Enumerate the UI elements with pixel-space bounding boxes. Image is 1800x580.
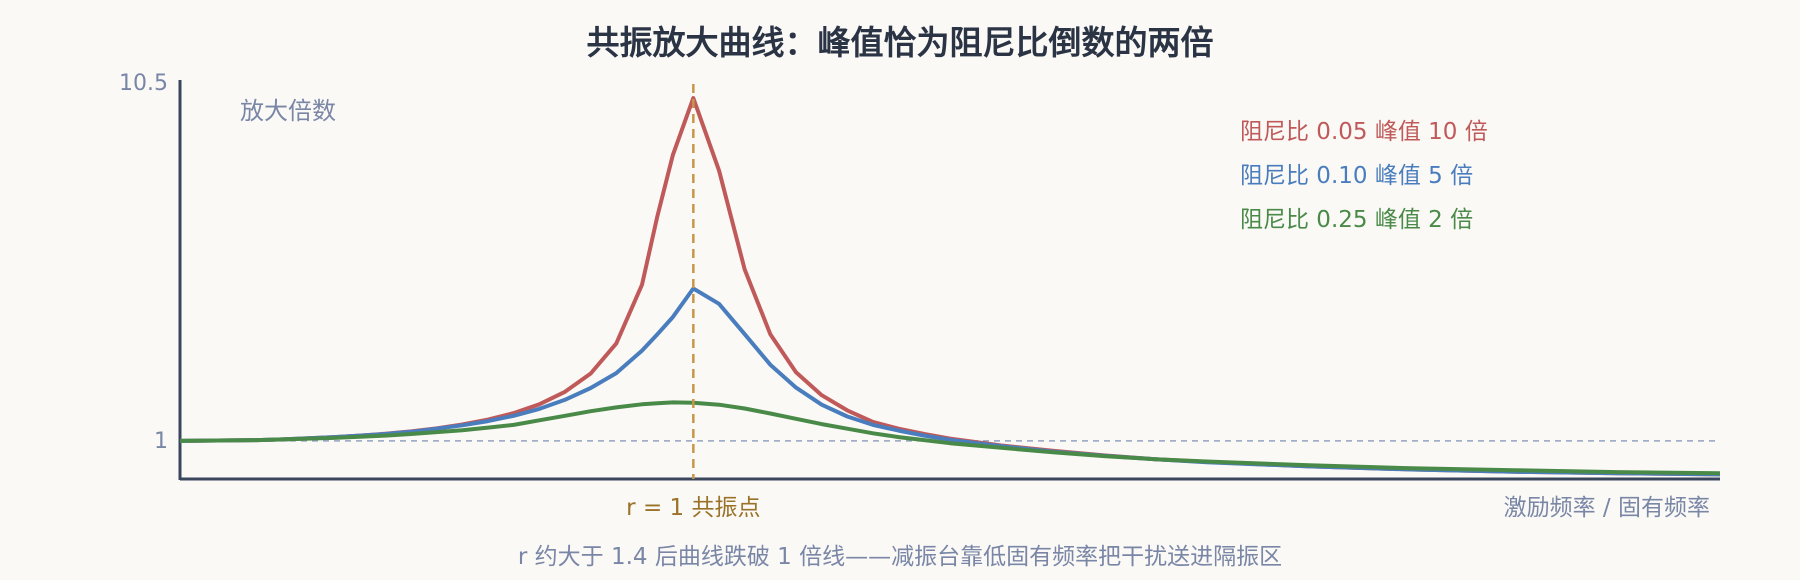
y-tick-ref: 1 (154, 429, 168, 454)
legend-item-2: 阻尼比 0.10 峰值 5 倍 (1240, 163, 1473, 189)
footnote: r 约大于 1.4 后曲线跌破 1 倍线——减振台靠低固有频率把干扰送进隔振区 (518, 544, 1282, 570)
series-line-1 (179, 96, 1721, 477)
y-tick-top: 10.5 (119, 71, 168, 96)
chart-title: 共振放大曲线：峰值恰为阻尼比倒数的两倍 (587, 23, 1214, 62)
resonance-label: r = 1 共振点 (626, 495, 760, 521)
x-axis-label: 激励频率 / 固有频率 (1504, 495, 1710, 521)
legend-item-1: 阻尼比 0.05 峰值 10 倍 (1240, 119, 1488, 145)
series-group (179, 96, 1721, 477)
legend-item-3: 阻尼比 0.25 峰值 2 倍 (1240, 207, 1473, 233)
series-line-2 (179, 286, 1721, 477)
y-axis-label: 放大倍数 (240, 97, 336, 125)
series-line-3 (179, 400, 1721, 476)
